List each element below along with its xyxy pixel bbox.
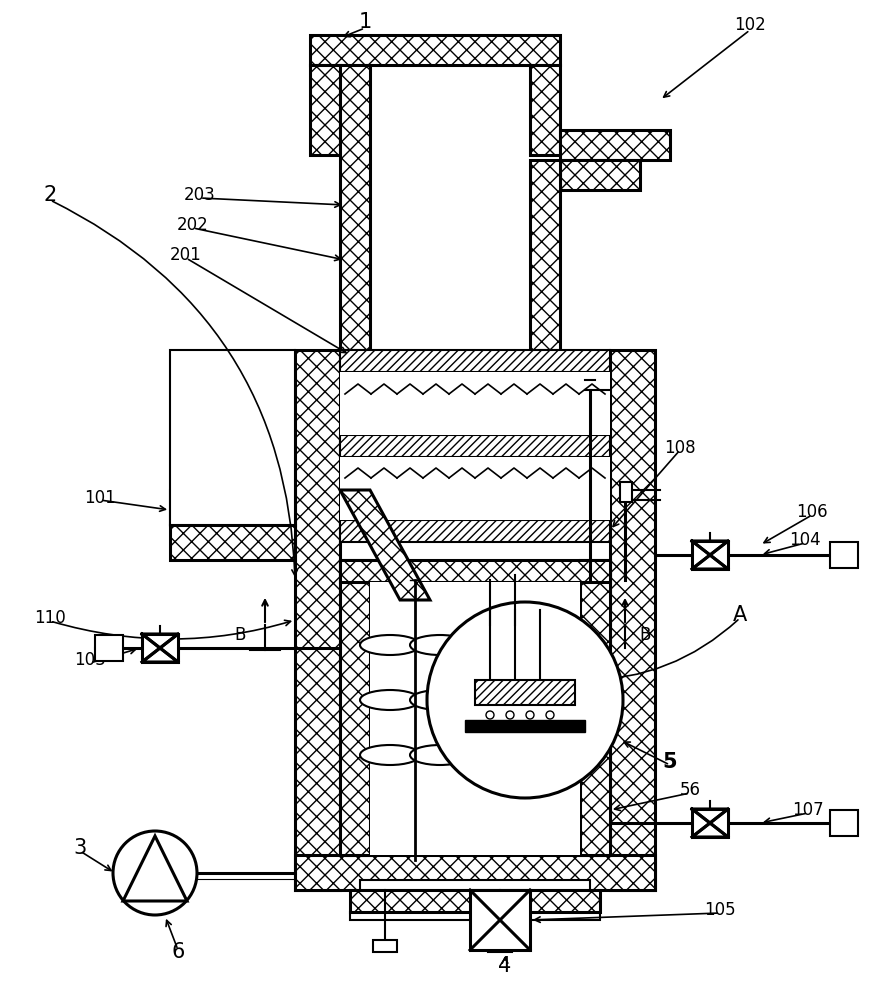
Ellipse shape bbox=[360, 635, 420, 655]
Bar bbox=[95, 635, 123, 661]
Ellipse shape bbox=[360, 690, 420, 710]
Bar bbox=[170, 350, 295, 525]
Bar bbox=[310, 35, 560, 65]
Bar bbox=[340, 435, 610, 457]
Bar bbox=[610, 350, 655, 890]
Text: 203: 203 bbox=[184, 186, 216, 204]
Bar bbox=[295, 855, 655, 890]
Bar bbox=[530, 160, 560, 350]
Text: 101: 101 bbox=[84, 489, 116, 507]
Text: 4: 4 bbox=[499, 956, 512, 976]
Bar bbox=[350, 912, 600, 920]
Text: 108: 108 bbox=[665, 439, 696, 457]
Bar bbox=[620, 482, 632, 502]
Ellipse shape bbox=[410, 690, 470, 710]
Circle shape bbox=[113, 831, 197, 915]
Bar bbox=[560, 160, 640, 190]
Ellipse shape bbox=[360, 745, 420, 765]
Text: 1: 1 bbox=[359, 12, 372, 32]
Text: 201: 201 bbox=[170, 246, 202, 264]
Circle shape bbox=[427, 602, 623, 798]
Bar bbox=[360, 880, 590, 890]
Bar bbox=[340, 520, 610, 542]
Text: 110: 110 bbox=[34, 609, 66, 627]
Bar bbox=[340, 372, 610, 435]
Bar bbox=[830, 810, 858, 836]
Text: 2: 2 bbox=[44, 185, 56, 205]
Polygon shape bbox=[123, 836, 187, 901]
Text: A: A bbox=[733, 605, 747, 625]
Bar bbox=[530, 65, 560, 155]
Text: 103: 103 bbox=[74, 651, 106, 669]
Bar bbox=[370, 582, 580, 855]
Bar bbox=[340, 457, 610, 520]
Text: 6: 6 bbox=[171, 942, 185, 962]
Ellipse shape bbox=[410, 635, 470, 655]
Text: 202: 202 bbox=[178, 216, 209, 234]
Bar bbox=[170, 490, 295, 525]
Bar bbox=[373, 940, 397, 952]
Bar bbox=[470, 890, 530, 950]
Circle shape bbox=[526, 711, 534, 719]
Bar bbox=[340, 560, 370, 855]
Bar bbox=[295, 350, 340, 890]
Bar bbox=[340, 350, 610, 372]
Text: 102: 102 bbox=[734, 16, 766, 34]
Circle shape bbox=[546, 711, 554, 719]
Bar bbox=[488, 940, 512, 952]
Circle shape bbox=[486, 711, 494, 719]
Bar bbox=[350, 890, 600, 912]
Bar bbox=[692, 809, 728, 837]
Bar bbox=[170, 525, 295, 560]
Ellipse shape bbox=[410, 745, 470, 765]
Polygon shape bbox=[340, 490, 430, 600]
Bar bbox=[142, 634, 178, 662]
Bar bbox=[475, 680, 575, 705]
Bar bbox=[340, 560, 610, 582]
Bar bbox=[465, 720, 585, 732]
Text: 56: 56 bbox=[680, 781, 700, 799]
Text: 104: 104 bbox=[789, 531, 821, 549]
Circle shape bbox=[506, 711, 514, 719]
Text: 107: 107 bbox=[792, 801, 824, 819]
Text: 106: 106 bbox=[797, 503, 828, 521]
Text: B: B bbox=[235, 626, 245, 644]
Bar bbox=[830, 542, 858, 568]
Bar bbox=[310, 65, 340, 155]
Text: 105: 105 bbox=[704, 901, 736, 919]
Bar bbox=[692, 541, 728, 569]
Bar bbox=[580, 560, 610, 855]
Bar bbox=[560, 130, 670, 160]
Bar bbox=[340, 65, 370, 350]
Text: 5: 5 bbox=[663, 752, 677, 772]
Text: 3: 3 bbox=[73, 838, 87, 858]
Text: B: B bbox=[640, 626, 650, 644]
